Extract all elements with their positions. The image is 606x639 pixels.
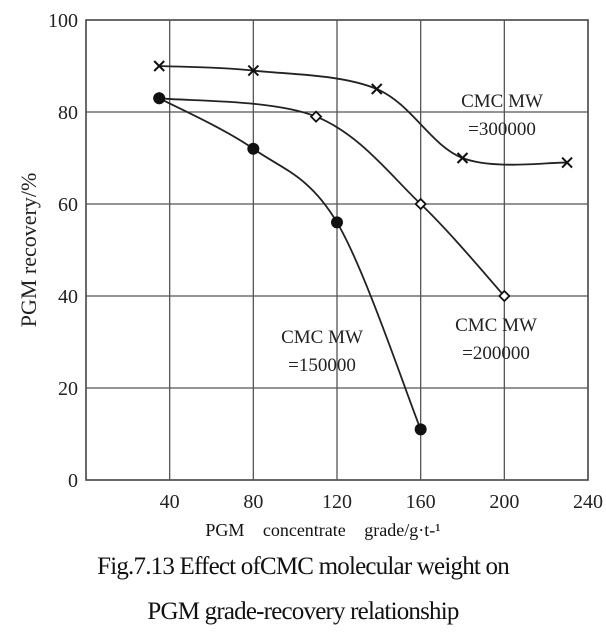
series-label: =300000 (468, 119, 536, 140)
grid (85, 19, 589, 481)
x-marker-stroke (247, 64, 260, 77)
circle-marker (247, 142, 260, 155)
series-labels: CMC MW =300000 CMC MW =200000 CMC MW =150000 (281, 91, 543, 376)
diamond-marker (309, 110, 323, 123)
x-marker (561, 156, 573, 169)
series-line (159, 97, 505, 297)
y-tick-label: 0 (68, 470, 78, 492)
x-tick-label: 240 (573, 491, 603, 513)
y-axis-label: PGM recovery/% (16, 173, 41, 328)
circle-marker (331, 216, 343, 229)
y-tick-label: 60 (58, 194, 78, 216)
series-label: CMC MW (455, 315, 537, 336)
x-tick-label: 120 (322, 491, 352, 513)
x-tick-label: 80 (243, 491, 263, 513)
circle-marker (414, 423, 427, 436)
diamond-marker (498, 289, 511, 303)
x-marker-stroke (371, 83, 383, 95)
x-marker-stroke (561, 156, 573, 169)
series-label: =150000 (288, 355, 356, 376)
y-tick-label: 80 (58, 102, 78, 124)
series-label: CMC MW (281, 327, 363, 348)
x-tick-label: 160 (406, 491, 436, 513)
diamond-marker (414, 197, 427, 211)
chart: 0 20 40 60 80 100 40 80 120 160 200 240 PGM recover… (16, 10, 603, 513)
x-marker (247, 64, 260, 77)
figure-caption-line-1: Fig.7.13 Effect ofCMC molecular weight o… (97, 553, 510, 580)
tick-labels: 0 20 40 60 80 100 40 80 120 160 200 240 (48, 10, 603, 513)
circle-marker (153, 92, 166, 105)
series-line (158, 97, 422, 430)
figure-caption-line-2: PGM grade-recovery relationship (147, 598, 459, 625)
y-tick-label: 100 (48, 10, 78, 32)
x-marker-stroke (153, 60, 165, 72)
x-marker (456, 152, 469, 164)
x-marker (153, 60, 165, 72)
series-line (159, 65, 568, 166)
x-tick-label: 40 (160, 491, 180, 513)
x-marker (371, 83, 383, 95)
series-label: CMC MW (461, 91, 543, 112)
y-tick-label: 20 (58, 378, 78, 400)
series-label: =200000 (462, 343, 530, 364)
series (152, 60, 573, 436)
y-tick-label: 40 (58, 286, 78, 308)
x-marker-stroke (456, 152, 469, 164)
x-tick-label: 200 (489, 491, 519, 513)
x-axis-label: PGM concentrate grade/g·t-¹ (205, 520, 441, 540)
